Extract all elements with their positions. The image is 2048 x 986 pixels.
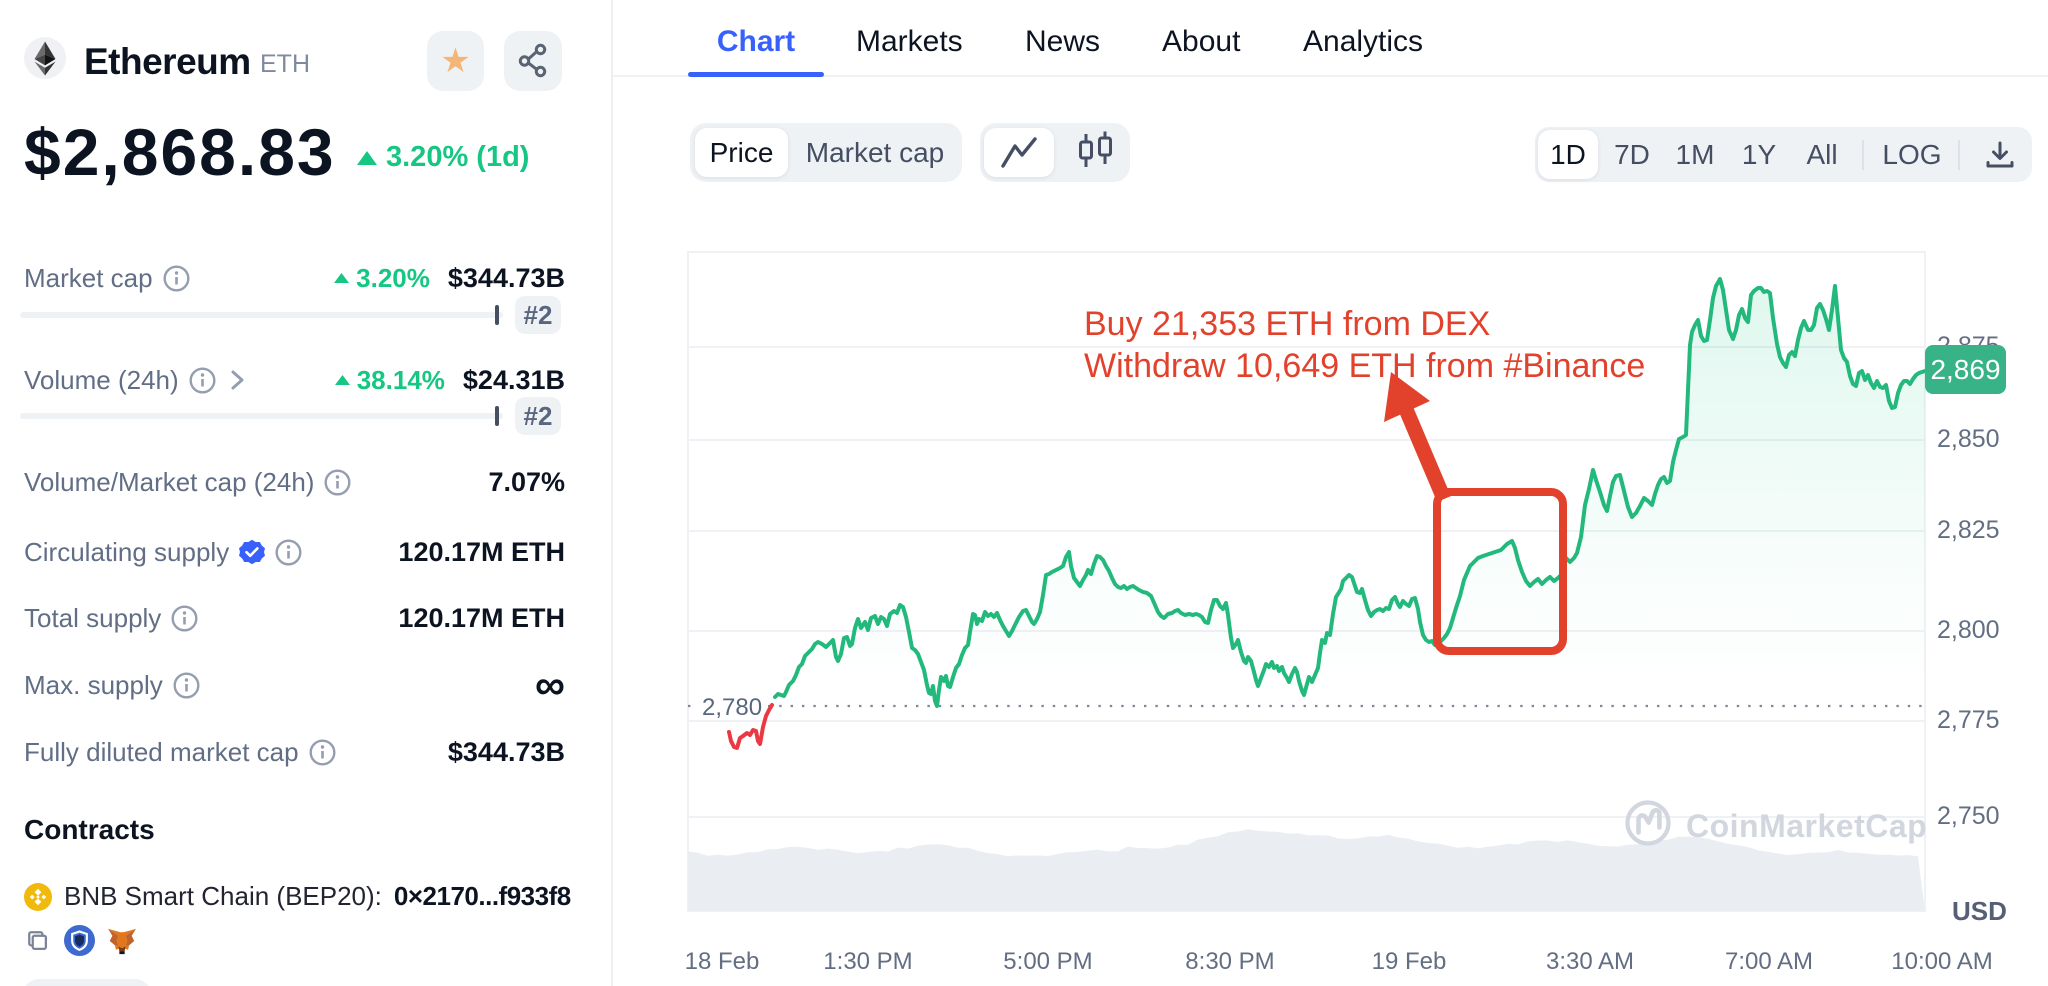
svg-text:CoinMarketCap: CoinMarketCap (1686, 808, 1927, 844)
